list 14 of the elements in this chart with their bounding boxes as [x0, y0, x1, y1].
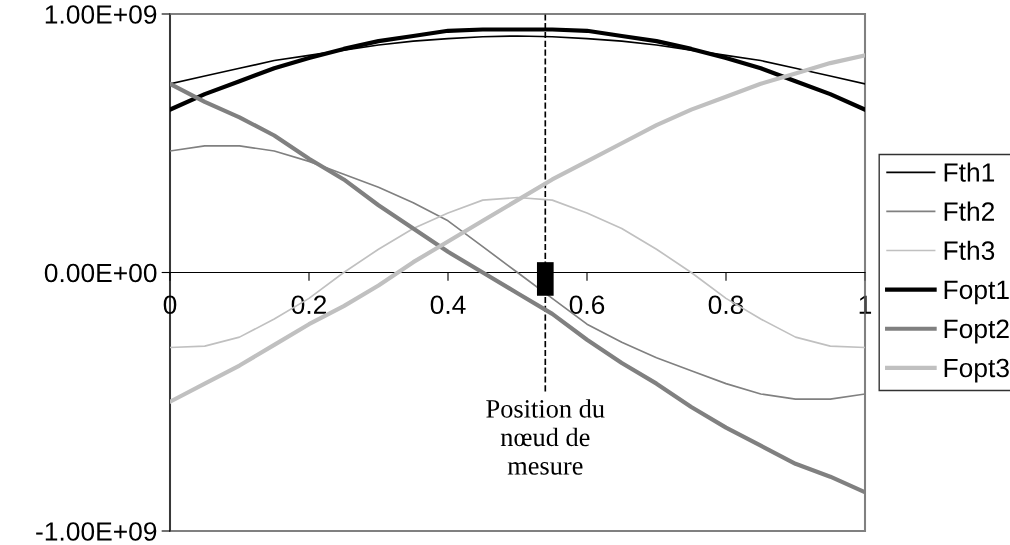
legend-label: Fopt1 [944, 280, 1009, 305]
legend-label: Fopt3 [944, 358, 1009, 383]
ref-line-label: Position du nœud de mesure [486, 399, 605, 475]
legend-label: Fth3 [944, 240, 995, 261]
y-tick-label: 0.00E+00 [44, 263, 157, 283]
y-tick-label: 1.00E+09 [45, 5, 157, 24]
x-tick-label: 0.4 [430, 295, 466, 315]
x-tick-label: 0.6 [569, 295, 605, 315]
legend-label: Fopt2 [944, 319, 1009, 344]
y-tick-label: -1.00E+09 [36, 522, 157, 541]
x-tick-label: 0.2 [291, 295, 327, 315]
legend-label: Fth1 [944, 162, 995, 182]
x-tick-label: 0.8 [708, 295, 744, 315]
legend-label: Fth2 [944, 201, 995, 221]
